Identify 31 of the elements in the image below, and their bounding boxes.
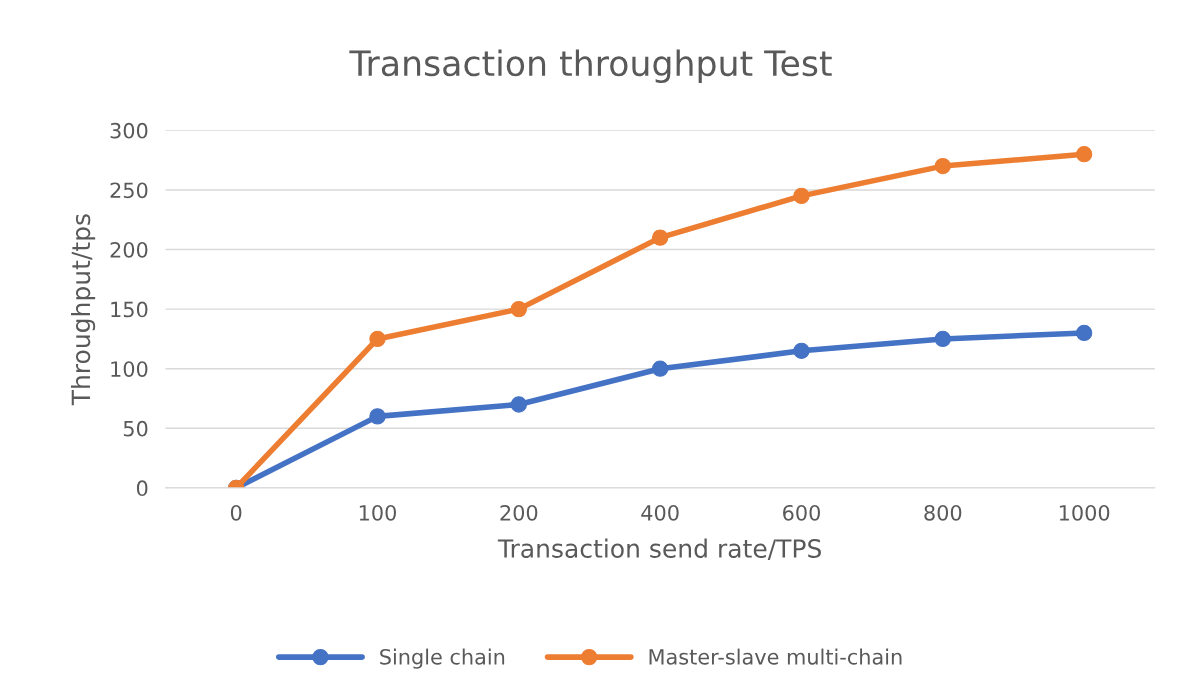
x-tick-label: 1000 [1059,504,1110,521]
point [369,408,386,425]
x-tick-label: 0 [230,504,242,521]
point [934,157,951,175]
chart-title: Transaction throughput Test [349,49,832,84]
point [651,360,669,377]
point [510,396,527,413]
y-tick-label: 150 [111,301,148,318]
x-tick-label: 100 [359,504,396,521]
point [369,330,386,348]
point [651,229,669,246]
y-tick-label: 250 [110,182,148,199]
x-tick-label: 400 [641,504,679,521]
y-tick-label: 100 [111,361,148,377]
legend-label: Master-slave multi-chain [649,648,902,665]
point [510,300,527,318]
x-tick-label: 200 [500,504,538,521]
x-tick-label: 800 [924,504,962,521]
point [934,330,951,348]
y-tick-label: 0 [136,480,148,497]
x-axis-title: Transaction send rate/TPS [497,538,821,560]
legend-label: Single chain [380,648,505,669]
y-tick-label: 200 [110,241,148,258]
point [1075,146,1093,163]
y-tick-label: 300 [110,122,148,139]
y-tick-label: 50 [123,420,148,437]
point [793,187,810,205]
x-tick-label: 600 [783,504,820,521]
point [793,342,810,359]
point [1075,324,1093,342]
y-axis-title: Throughput/tps [70,214,96,406]
